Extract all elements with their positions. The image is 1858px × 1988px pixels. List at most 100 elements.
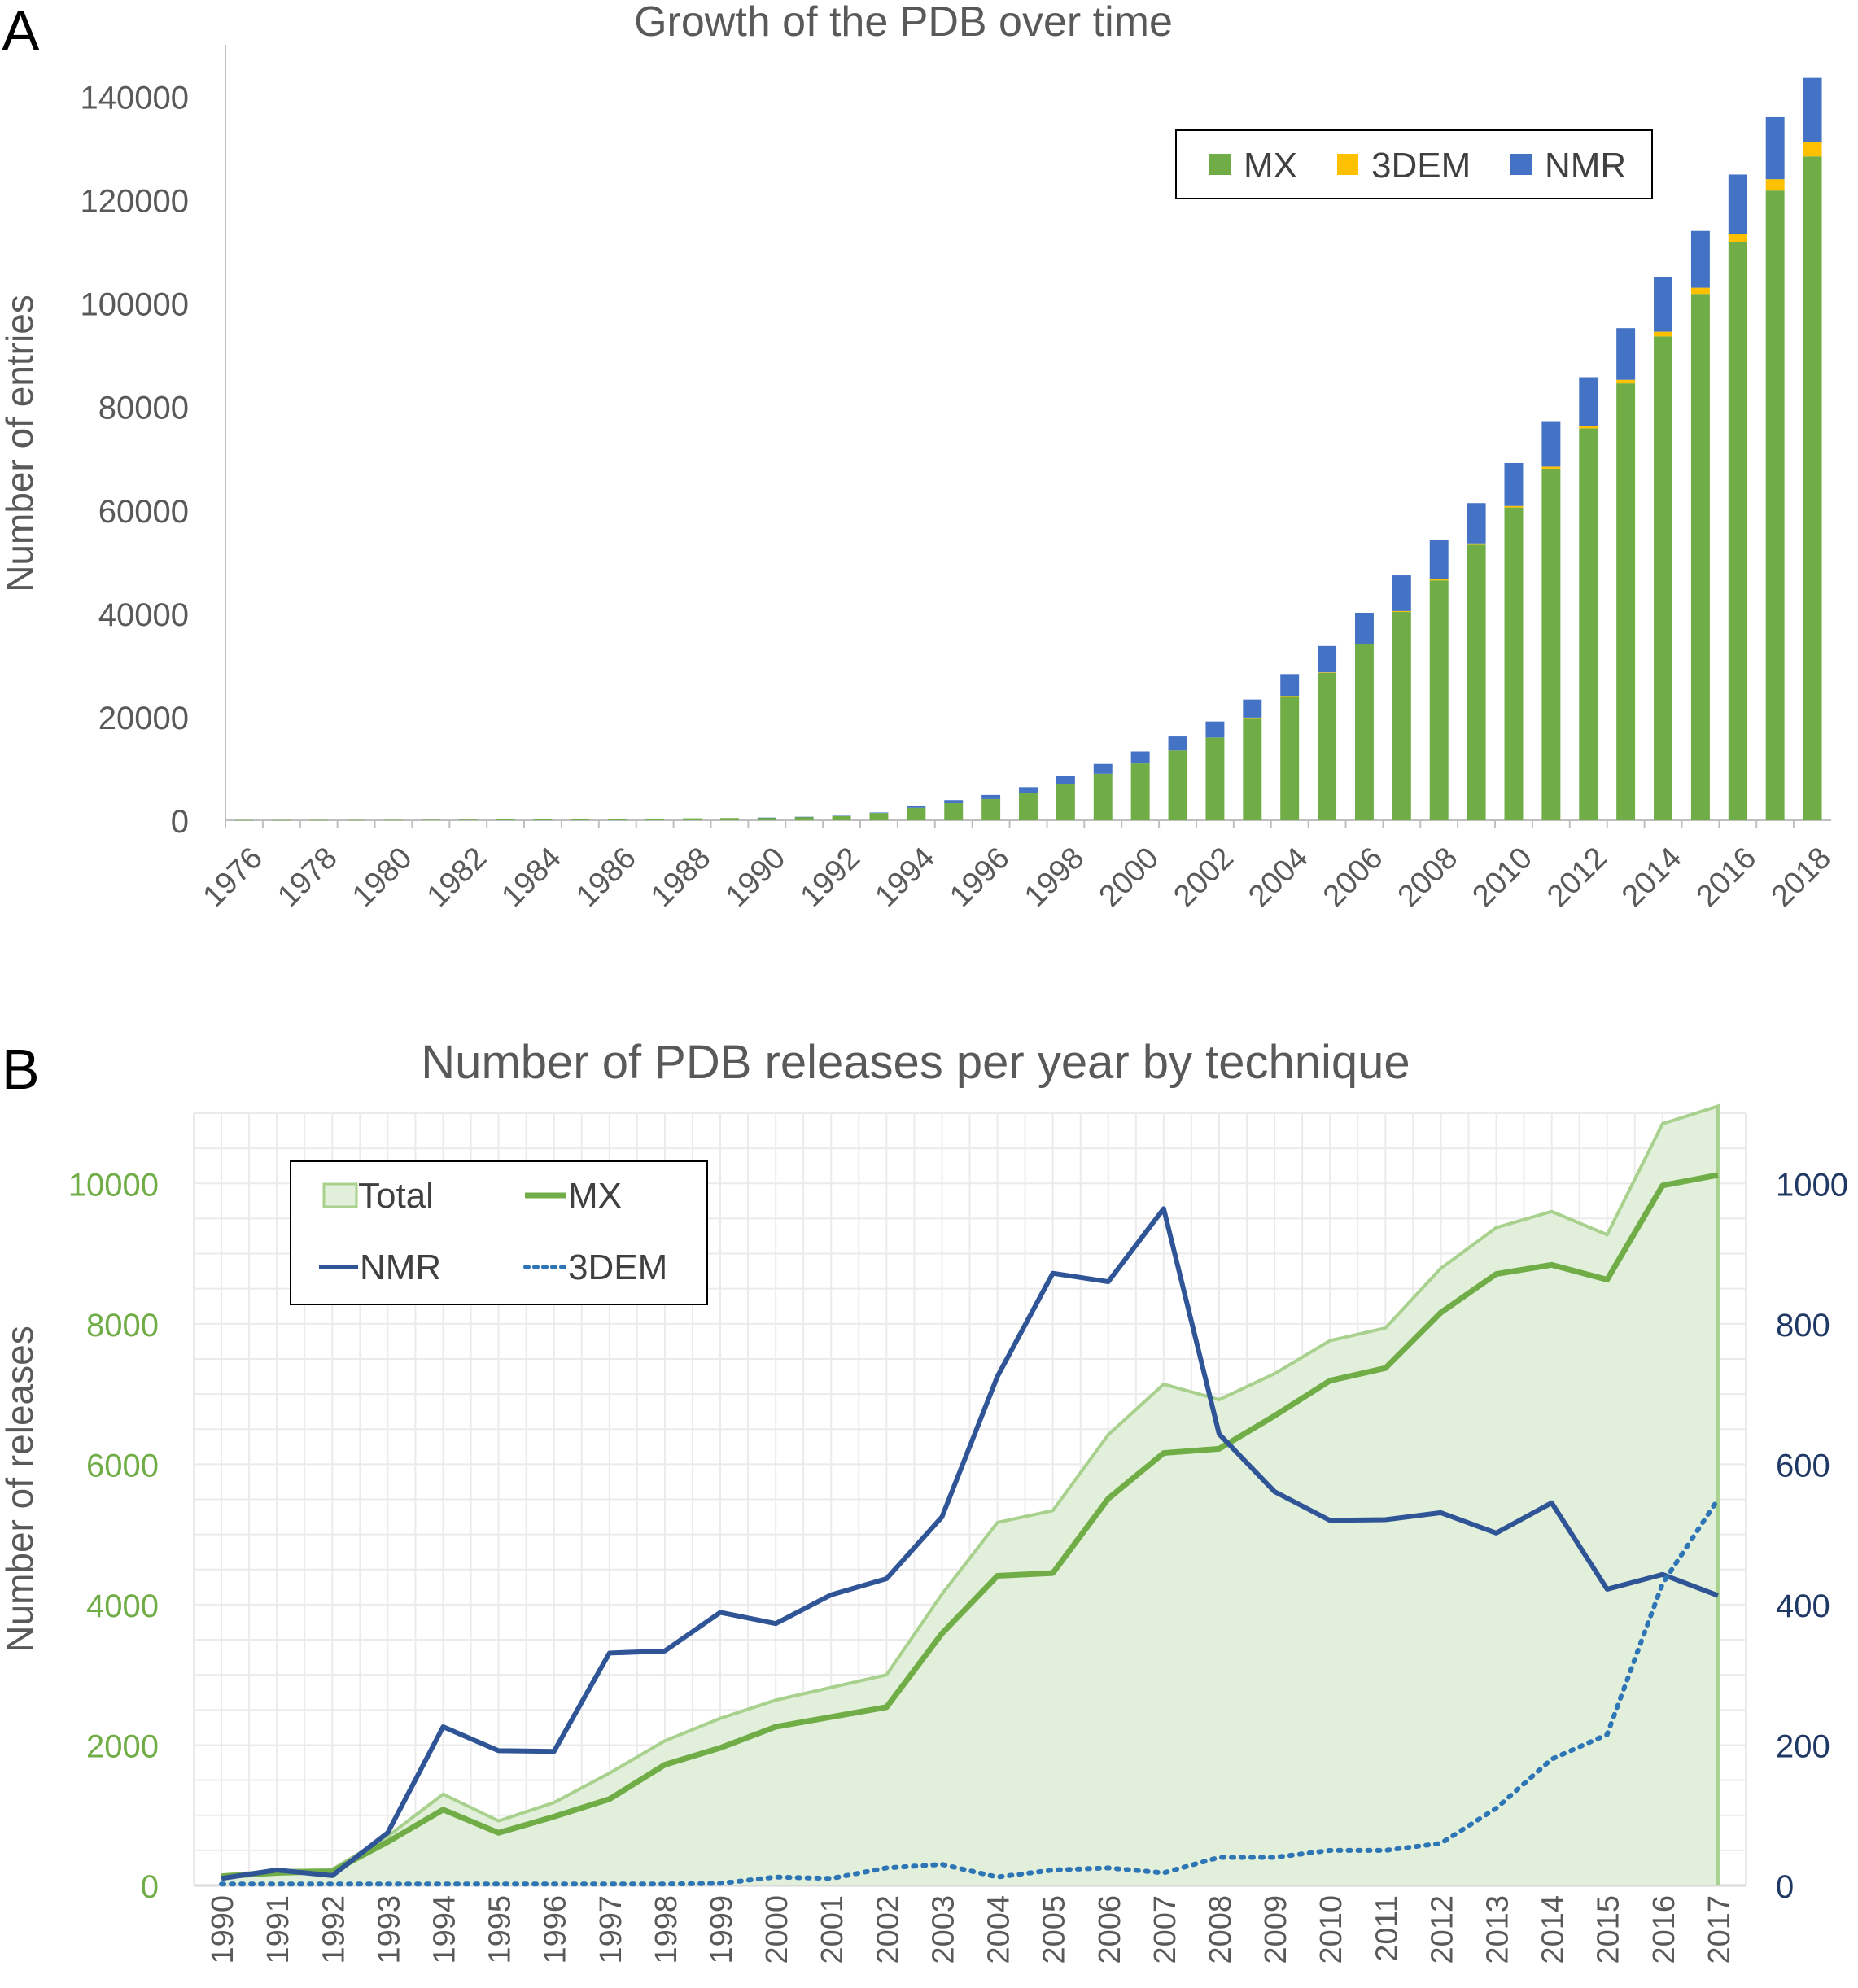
bar-3dem-2017 bbox=[1765, 179, 1785, 191]
bar-mx-2016 bbox=[1728, 242, 1747, 820]
panel-b-right-y-ticks: 0 200 400 600 800 1000 bbox=[1776, 1167, 1848, 1905]
panel-b-title: Number of PDB releases per year by techn… bbox=[421, 1036, 1410, 1089]
panel-b-left-y-tick-label: 6000 bbox=[86, 1448, 159, 1483]
bar-3dem-2014 bbox=[1654, 331, 1672, 337]
bar-nmr-2011 bbox=[1541, 421, 1561, 467]
panel-b-x-tick-label: 1996 bbox=[539, 1895, 573, 1964]
panel-a-bars bbox=[234, 77, 1822, 821]
panel-b-right-y-tick-label: 800 bbox=[1776, 1308, 1830, 1344]
bar-mx-2006 bbox=[1354, 644, 1374, 820]
panel-b-x-tick-label: 1992 bbox=[317, 1895, 351, 1964]
panel-b-x-tick-label: 2000 bbox=[760, 1895, 794, 1964]
series-3dem-line bbox=[219, 1496, 1720, 1887]
panel-b-x-tick-label: 1995 bbox=[483, 1895, 518, 1964]
bar-3dem-2013 bbox=[1616, 379, 1636, 384]
panel-b-x-tick-label: 1997 bbox=[594, 1895, 628, 1964]
bar-nmr-2012 bbox=[1579, 377, 1598, 426]
bar-nmr-2000 bbox=[1130, 751, 1150, 764]
bar-mx-1991 bbox=[794, 816, 814, 820]
bar-nmr-1993 bbox=[869, 812, 889, 814]
panel-b-legend: Total MX NMR 3DEM bbox=[290, 1160, 708, 1305]
panel-a-x-tick-label: 1994 bbox=[868, 841, 941, 913]
series-nmr-line bbox=[221, 1206, 1720, 1881]
legend-swatch-total bbox=[322, 1182, 358, 1208]
bar-mx-2004 bbox=[1280, 696, 1300, 820]
panel-b-x-tick-label: 1990 bbox=[206, 1895, 240, 1964]
bar-mx-1977 bbox=[272, 819, 291, 821]
bar-mx-1995 bbox=[944, 803, 964, 820]
bar-mx-1980 bbox=[384, 819, 403, 821]
panel-b-left-y-tick-label: 2000 bbox=[86, 1728, 159, 1764]
bar-mx-2008 bbox=[1429, 580, 1449, 820]
bar-3dem-2011 bbox=[1541, 466, 1561, 469]
bar-mx-1997 bbox=[1019, 793, 1038, 820]
series-mx-line bbox=[221, 1172, 1719, 1880]
bar-mx-2002 bbox=[1205, 737, 1225, 820]
panel-a-y-tick-label: 60000 bbox=[98, 494, 189, 530]
panel-a-x-tick-label: 1998 bbox=[1018, 841, 1091, 913]
bar-nmr-1996 bbox=[981, 794, 1001, 799]
bar-nmr-2001 bbox=[1168, 736, 1187, 751]
panel-b-left-y-ticks: 0 2000 4000 6000 8000 10000 bbox=[68, 1167, 159, 1905]
panel-b-x-tick-label: 2013 bbox=[1481, 1895, 1515, 1964]
bar-mx-1987 bbox=[645, 818, 665, 820]
panel-b-x-tick-label: 1991 bbox=[261, 1895, 295, 1964]
panel-b-x-tick-label: 1993 bbox=[372, 1895, 406, 1964]
legend-label-total: Total bbox=[358, 1176, 434, 1216]
bar-nmr-2015 bbox=[1690, 230, 1710, 288]
legend-label-nmr: NMR bbox=[1545, 146, 1626, 186]
bar-3dem-2015 bbox=[1690, 287, 1710, 295]
bar-nmr-2016 bbox=[1728, 174, 1747, 234]
panel-a-x-tick-label: 1986 bbox=[570, 841, 642, 913]
panel-a-x-tick-label: 1988 bbox=[645, 841, 717, 913]
bar-3dem-2005 bbox=[1318, 672, 1337, 673]
bar-mx-1992 bbox=[832, 815, 851, 820]
panel-b-x-tick-label: 1998 bbox=[649, 1895, 684, 1964]
panel-b-left-y-tick-label: 4000 bbox=[86, 1588, 159, 1624]
panel-b-x-tick-label: 2011 bbox=[1370, 1895, 1404, 1962]
panel-a-y-tick-label: 40000 bbox=[98, 597, 189, 633]
panel-a-x-tick-label: 1990 bbox=[719, 841, 792, 913]
bar-mx-1983 bbox=[496, 819, 515, 820]
panel-a-y-tick-label: 100000 bbox=[81, 287, 189, 323]
bar-3dem-2016 bbox=[1728, 234, 1747, 242]
bar-mx-1984 bbox=[533, 819, 553, 820]
bar-nmr-1990 bbox=[757, 817, 776, 819]
bar-nmr-2005 bbox=[1318, 645, 1337, 673]
bar-mx-1989 bbox=[719, 818, 739, 820]
bar-mx-1988 bbox=[683, 818, 702, 820]
panel-a-x-tick-label: 2002 bbox=[1167, 841, 1239, 913]
bar-nmr-2010 bbox=[1504, 462, 1524, 506]
legend-label-nmr-line: NMR bbox=[360, 1247, 441, 1287]
bar-mx-2010 bbox=[1504, 507, 1524, 820]
panel-a-y-tick-label: 0 bbox=[171, 804, 189, 840]
bar-nmr-1994 bbox=[907, 806, 926, 808]
panel-b-x-tick-label: 1999 bbox=[705, 1895, 739, 1964]
panel-a-y-tick-label: 20000 bbox=[98, 701, 189, 736]
panel-b-letter: B bbox=[2, 1038, 40, 1101]
bar-nmr-1991 bbox=[794, 816, 814, 818]
legend-swatch-nmr bbox=[1510, 154, 1532, 175]
panel-a-x-tick-label: 1982 bbox=[421, 841, 493, 913]
panel-a-legend: MX 3DEM NMR bbox=[1175, 129, 1653, 199]
bar-nmr-2018 bbox=[1803, 77, 1822, 142]
bar-nmr-1998 bbox=[1056, 776, 1075, 784]
bar-mx-2018 bbox=[1803, 156, 1822, 820]
series-total-outline bbox=[221, 1103, 1720, 1885]
panel-a-x-tick-label: 2004 bbox=[1242, 841, 1314, 913]
bar-mx-2001 bbox=[1168, 750, 1187, 820]
panel-b-right-y-tick-label: 400 bbox=[1776, 1588, 1830, 1624]
bar-3dem-2008 bbox=[1429, 579, 1449, 581]
panel-a-title: Growth of the PDB over time bbox=[634, 0, 1173, 46]
bar-mx-1978 bbox=[309, 819, 329, 821]
panel-a-x-tick-label: 1976 bbox=[196, 841, 269, 913]
panel-b-x-tick-label: 2014 bbox=[1537, 1895, 1571, 1964]
panel-b-legend-box bbox=[290, 1160, 708, 1305]
bar-nmr-2013 bbox=[1616, 328, 1636, 380]
panel-a-x-tick-label: 2000 bbox=[1093, 841, 1165, 913]
bar-mx-2000 bbox=[1130, 763, 1150, 820]
bar-nmr-2017 bbox=[1765, 116, 1785, 180]
bar-nmr-2002 bbox=[1205, 721, 1225, 738]
panel-b-total-area bbox=[221, 1103, 1720, 1885]
bar-mx-1998 bbox=[1056, 784, 1075, 820]
